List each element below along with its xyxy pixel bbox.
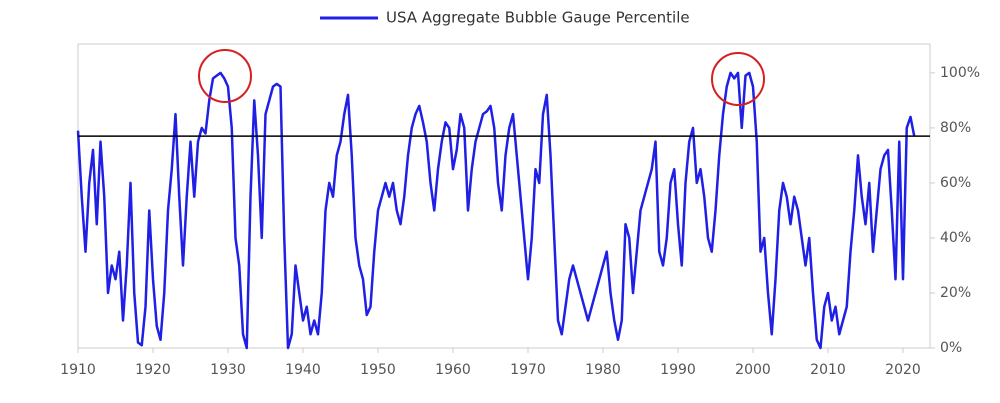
y-tick-label: 80%	[940, 120, 971, 136]
y-tick-label: 60%	[940, 175, 971, 191]
x-tick-label: 1990	[660, 362, 696, 378]
x-tick-label: 1910	[60, 362, 96, 378]
x-tick-label: 1920	[135, 362, 171, 378]
y-tick-label: 0%	[940, 340, 962, 356]
x-tick-label: 1970	[510, 362, 546, 378]
plot-frame	[77, 43, 931, 349]
highlight-circle	[711, 52, 765, 106]
y-tick-label: 40%	[940, 230, 971, 246]
x-tick-label: 1950	[360, 362, 396, 378]
x-tick-label: 1960	[435, 362, 471, 378]
x-tick-label: 1930	[210, 362, 246, 378]
x-tick-label: 2000	[735, 362, 771, 378]
data-line	[76, 71, 916, 350]
highlight-circle	[198, 49, 252, 103]
legend-label: USA Aggregate Bubble Gauge Percentile	[386, 9, 690, 27]
y-tick-label: 100%	[940, 65, 980, 81]
x-tick-label: 1940	[285, 362, 321, 378]
marks	[76, 71, 916, 350]
x-tick-label: 2020	[885, 362, 921, 378]
x-tick-label: 1980	[585, 362, 621, 378]
y-tick-label: 20%	[940, 285, 971, 301]
x-tick-label: 2010	[810, 362, 846, 378]
